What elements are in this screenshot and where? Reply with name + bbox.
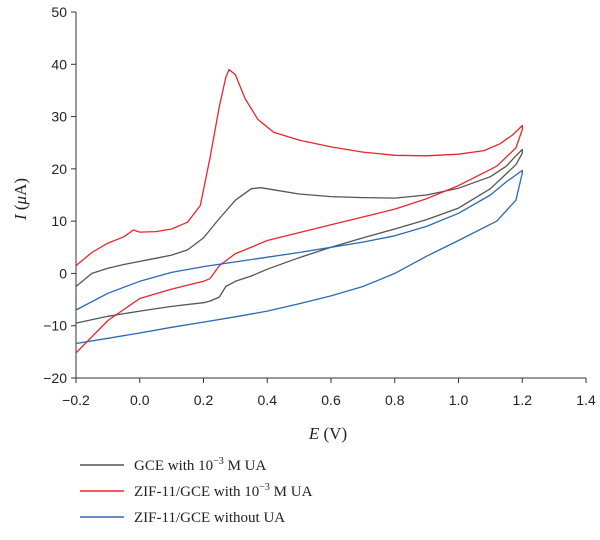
legend-label-text: GCE with 10 — [134, 458, 213, 474]
legend-label-text: ZIF-11/GCE with 10 — [134, 484, 259, 500]
series-line-3 — [75, 169, 523, 345]
y-tick-label: 10 — [51, 213, 67, 229]
legend-label-unit: M UA — [270, 484, 313, 500]
y-tick-label: 20 — [51, 161, 67, 177]
y-tick-label: −10 — [43, 318, 67, 334]
x-tick-label: 0.4 — [258, 392, 278, 408]
legend-label-unit: M UA — [224, 458, 267, 474]
legend-label-text: ZIF-11/GCE without UA — [134, 510, 285, 526]
x-axis-unit: (V) — [319, 424, 347, 443]
x-tick-label: 1.2 — [513, 392, 533, 408]
plot-area — [75, 12, 586, 379]
series-line-2 — [75, 68, 523, 354]
legend-label: ZIF-11/GCE without UA — [134, 510, 285, 526]
x-axis-symbol: E — [308, 424, 320, 443]
y-axis-unit-mu: μ — [11, 196, 30, 206]
y-axis-title: I (μA) — [11, 178, 30, 221]
legend-item-1: GCE with 10−3 M UA — [80, 456, 266, 474]
y-tick-label: 30 — [51, 109, 67, 125]
y-tick-label: −20 — [43, 370, 67, 386]
x-tick-label: 0.8 — [385, 392, 405, 408]
x-tick-label: 0.6 — [321, 392, 341, 408]
y-axis-unit-open: ( — [11, 204, 30, 214]
legend-label: ZIF-11/GCE with 10−3 M UA — [134, 482, 313, 500]
x-tick-label: 1.0 — [449, 392, 469, 408]
y-axis-unit-rest: A) — [11, 178, 30, 196]
legend-item-3: ZIF-11/GCE without UA — [80, 510, 285, 526]
legend-label: GCE with 10−3 M UA — [134, 456, 266, 474]
x-tick-label: 1.4 — [576, 392, 596, 408]
y-tick-label: 0 — [59, 265, 67, 281]
legend-item-2: ZIF-11/GCE with 10−3 M UA — [80, 482, 313, 500]
series-line-1 — [75, 148, 523, 324]
x-tick-label: 0.2 — [194, 392, 214, 408]
series-layer — [75, 68, 523, 354]
x-axis: −0.2 0.0 0.2 0.4 0.6 0.8 1.0 1.2 1.4 — [62, 378, 596, 408]
x-tick-label: −0.2 — [62, 392, 90, 408]
y-tick-label: 50 — [51, 4, 67, 20]
y-tick-label: 40 — [51, 56, 67, 72]
y-axis: −20 −10 0 10 20 30 40 50 — [43, 4, 76, 386]
legend-exponent: −3 — [213, 456, 224, 467]
x-axis-title: E (V) — [308, 424, 347, 443]
x-tick-label: 0.0 — [130, 392, 150, 408]
y-axis-symbol: I — [11, 213, 30, 221]
legend-exponent: −3 — [259, 482, 270, 493]
